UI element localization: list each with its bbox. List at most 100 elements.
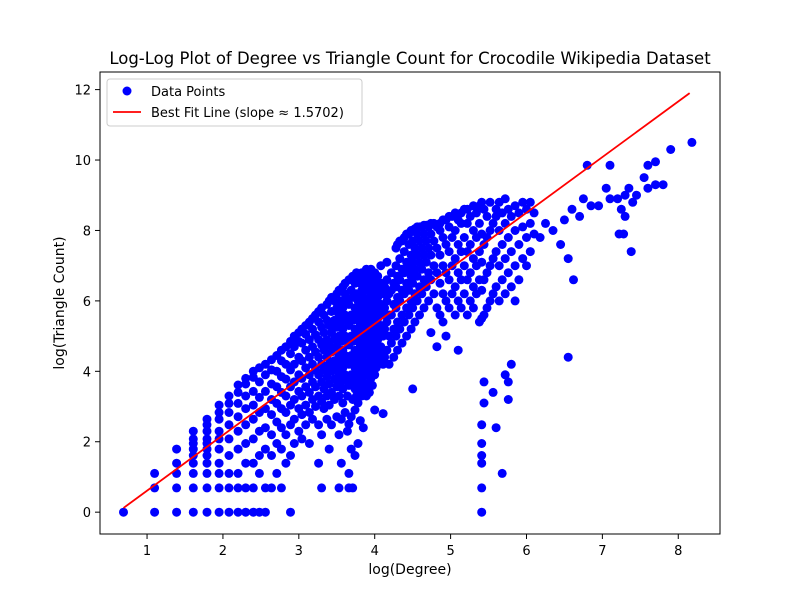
data-point (289, 359, 299, 369)
data-point (281, 391, 291, 401)
data-point (491, 423, 501, 433)
data-point (248, 483, 258, 493)
y-tick-label: 4 (83, 365, 91, 380)
data-point (510, 296, 520, 306)
data-point (488, 289, 498, 299)
data-point (497, 240, 507, 249)
data-point (510, 226, 520, 235)
data-point (408, 303, 418, 313)
data-point (477, 257, 487, 267)
data-point (522, 261, 531, 271)
data-point (404, 310, 414, 320)
data-point (248, 414, 258, 424)
data-point (518, 197, 528, 207)
data-point (482, 211, 492, 221)
data-point (286, 507, 295, 517)
data-point (429, 261, 439, 271)
data-point (393, 317, 402, 327)
data-point (412, 296, 422, 306)
chart-title: Log-Log Plot of Degree vs Triangle Count… (109, 49, 711, 68)
data-point (267, 430, 276, 440)
data-point (254, 377, 264, 387)
data-point (301, 363, 311, 373)
data-point (453, 268, 463, 278)
data-point (624, 183, 634, 193)
data-point (294, 426, 304, 436)
data-point (424, 268, 434, 278)
data-point (289, 395, 299, 404)
data-point (336, 458, 346, 468)
data-point (224, 434, 234, 444)
data-point (380, 282, 390, 292)
data-point (468, 303, 478, 313)
data-point (214, 426, 224, 436)
data-point (233, 483, 243, 493)
data-point (429, 289, 439, 299)
data-point (441, 331, 451, 341)
data-point (342, 426, 352, 436)
data-point (488, 387, 498, 397)
data-point (297, 391, 307, 401)
data-point (506, 282, 516, 292)
data-point (468, 226, 478, 235)
data-point (248, 386, 258, 396)
data-point (272, 468, 282, 478)
data-point (424, 243, 434, 253)
data-point (497, 275, 507, 285)
data-point (260, 444, 270, 454)
data-point (503, 377, 513, 387)
legend: Data Points Best Fit Line (slope ≈ 1.570… (106, 78, 363, 127)
data-points-layer (119, 137, 697, 517)
data-point (371, 363, 381, 373)
data-point (314, 420, 324, 430)
data-point (202, 451, 212, 460)
data-point (432, 243, 442, 253)
data-point (397, 338, 407, 348)
data-point (370, 405, 380, 415)
data-point (412, 229, 422, 239)
data-point (338, 398, 348, 408)
data-point (456, 303, 466, 313)
data-point (214, 483, 224, 493)
data-point (202, 483, 212, 493)
data-point (477, 451, 487, 460)
data-point (391, 331, 401, 341)
data-point (308, 414, 317, 424)
data-point (408, 236, 418, 246)
data-point (500, 370, 510, 380)
data-point (260, 359, 270, 369)
data-point (477, 197, 487, 207)
y-tick-label: 6 (83, 295, 91, 310)
data-point (468, 254, 478, 264)
data-point (594, 201, 604, 211)
data-point (465, 240, 475, 249)
data-point (241, 404, 251, 414)
data-point (488, 254, 498, 264)
data-point (353, 439, 363, 448)
data-point (485, 261, 495, 271)
data-point (410, 317, 420, 327)
data-point (334, 483, 344, 493)
data-point (202, 434, 212, 444)
x-axis-title: log(Degree) (368, 562, 451, 578)
data-point (370, 370, 380, 380)
data-point (304, 439, 314, 448)
data-point (276, 423, 286, 433)
data-point (297, 434, 307, 444)
data-point (578, 194, 588, 204)
data-point (324, 400, 334, 410)
data-point (453, 345, 463, 355)
data-point (421, 236, 431, 246)
data-point (233, 426, 243, 436)
data-point (286, 451, 295, 460)
data-point (311, 402, 320, 411)
data-point (350, 405, 360, 415)
data-point (522, 233, 531, 242)
data-point (651, 157, 660, 167)
data-point (172, 444, 182, 454)
data-point (438, 289, 448, 299)
data-point (482, 268, 492, 278)
data-point (643, 160, 653, 170)
x-tick-label: 8 (674, 544, 682, 559)
data-point (421, 257, 431, 267)
